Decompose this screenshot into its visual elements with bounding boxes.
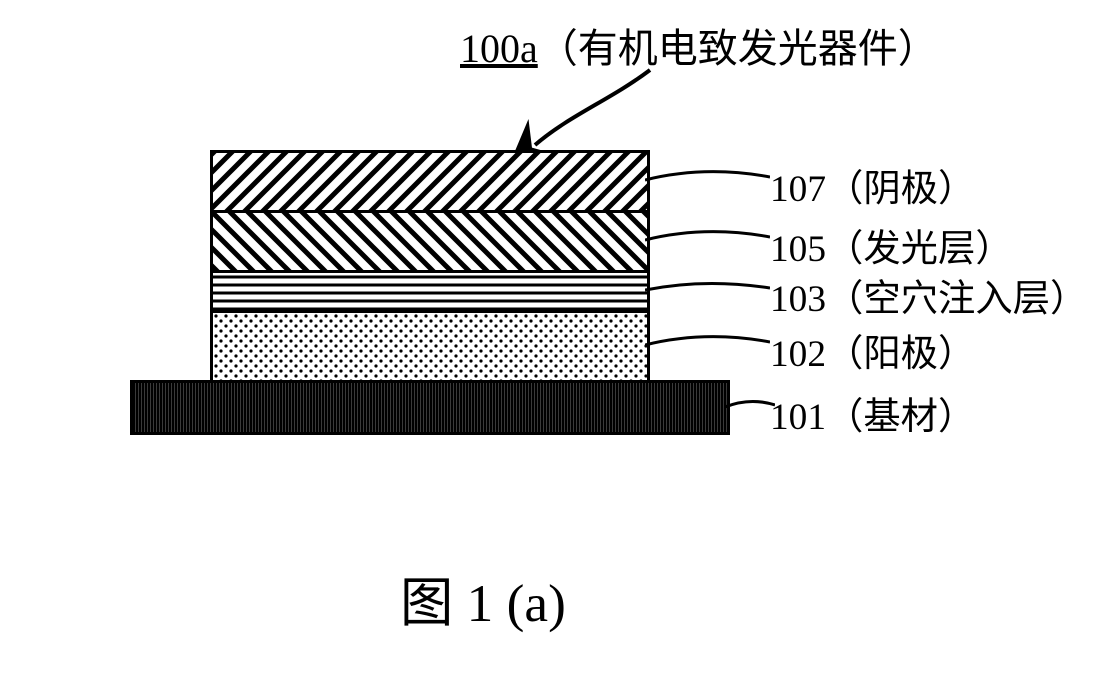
leader-line-icon (645, 225, 770, 255)
leader-line-icon (645, 278, 770, 304)
label-text: （空穴注入层） (826, 279, 1087, 320)
leader-line-icon (725, 395, 775, 421)
label-hole-injection: 103（空穴注入层） (770, 268, 1087, 322)
layer-emissive (210, 210, 650, 270)
label-text: （阳极） (826, 334, 975, 375)
label-text: （发光层） (826, 229, 1013, 270)
label-num: 102 (770, 334, 826, 375)
layer-cathode (210, 150, 650, 210)
diagram-canvas: 100a（有机电致发光器件） (0, 0, 1111, 689)
label-substrate: 101（基材） (770, 386, 975, 440)
label-num: 105 (770, 229, 826, 270)
label-emissive: 105（发光层） (770, 218, 1013, 272)
label-anode: 102（阳极） (770, 323, 975, 377)
leader-line-icon (645, 330, 770, 360)
label-num: 107 (770, 169, 826, 210)
layer-anode (210, 310, 650, 380)
label-num: 103 (770, 279, 826, 320)
figure-caption: 图 1 (a) (400, 560, 566, 637)
label-text: （阴极） (826, 169, 975, 210)
leader-line-icon (645, 165, 770, 195)
label-num: 101 (770, 397, 826, 438)
layer-hole-injection (210, 270, 650, 310)
label-cathode: 107（阴极） (770, 158, 975, 212)
layer-substrate (130, 380, 730, 435)
label-text: （基材） (826, 397, 975, 438)
